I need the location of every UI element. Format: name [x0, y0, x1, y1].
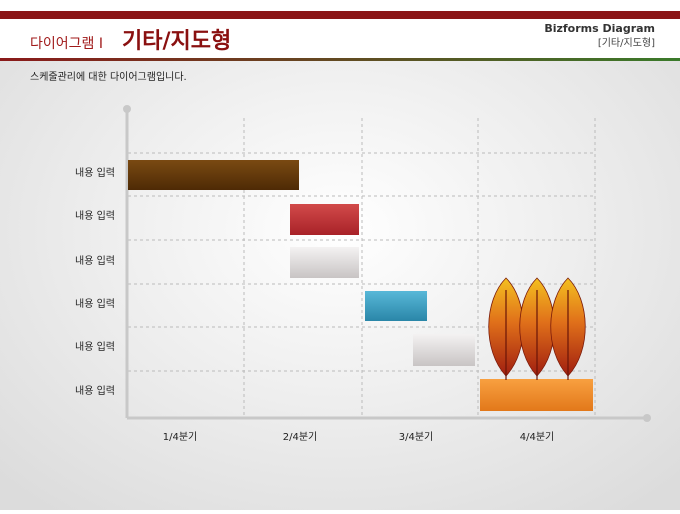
axes — [123, 105, 651, 422]
task-label: 내용 입력 — [75, 297, 115, 310]
task-label: 내용 입력 — [75, 384, 115, 397]
quarter-label: 3/4분기 — [399, 431, 434, 443]
task-label: 내용 입력 — [75, 209, 115, 222]
quarter-label: 2/4분기 — [283, 431, 318, 443]
title-prefix: 다이어그램 I — [30, 36, 103, 52]
task-label: 내용 입력 — [75, 166, 115, 179]
brand: Bizforms Diagram — [544, 22, 655, 35]
subtitle: 스케줄관리에 대한 다이어그램입니다. — [30, 70, 187, 83]
quarter-label: 4/4분기 — [520, 431, 555, 443]
trees — [488, 277, 586, 380]
brand-sub: [기타/지도형] — [598, 37, 655, 49]
header-bar — [0, 11, 680, 19]
header-bg — [0, 0, 680, 60]
task-bars — [128, 160, 593, 411]
quarter-label: 1/4분기 — [163, 431, 198, 443]
title: 기타/지도형 — [122, 29, 231, 54]
header-line — [0, 58, 680, 61]
task-label: 내용 입력 — [75, 340, 115, 353]
task-label: 내용 입력 — [75, 254, 115, 267]
